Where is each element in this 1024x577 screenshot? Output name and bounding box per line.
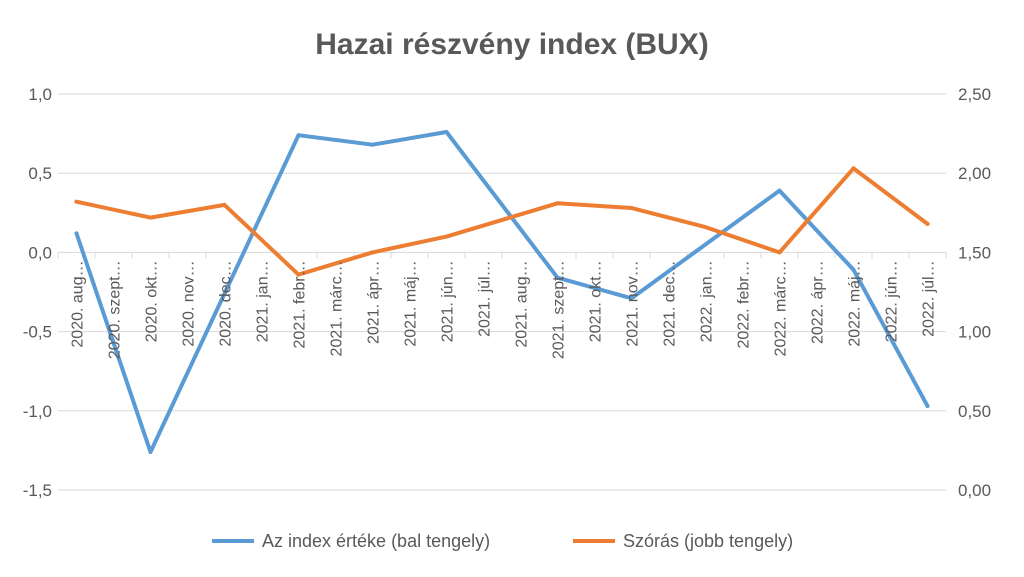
category-label: 2021. aug… <box>514 260 531 347</box>
legend-item-index: Az index értéke (bal tengely) <box>212 531 490 551</box>
data-point-szoras <box>370 250 375 255</box>
legend-item-szoras: Szórás (jobb tengely) <box>573 531 793 551</box>
left-tick-label: -1,0 <box>23 402 52 421</box>
category-label: 2020. dec… <box>218 260 235 346</box>
data-point-index <box>370 142 375 147</box>
category-label: 2022. jan… <box>699 260 716 342</box>
left-tick-label: 0,0 <box>28 243 52 262</box>
category-label: 2022. ápr… <box>810 260 827 344</box>
right-tick-label: 2,00 <box>958 164 991 183</box>
data-point-index <box>444 130 449 134</box>
data-point-szoras <box>555 201 560 206</box>
category-label: 2022. máj… <box>847 260 864 346</box>
category-label: 2021. jún… <box>440 260 457 342</box>
category-label: 2021. márc… <box>329 260 346 356</box>
right-tick-label: 0,50 <box>958 402 991 421</box>
left-tick-label: 1,0 <box>28 85 52 104</box>
category-label: 2022. júl… <box>921 260 938 337</box>
category-label: 2021. máj… <box>403 260 420 346</box>
right-tick-label: 2,50 <box>958 85 991 104</box>
right-tick-label: 0,00 <box>958 481 991 500</box>
category-label: 2021. febr… <box>292 260 309 348</box>
legend-label-index: Az index értéke (bal tengely) <box>262 531 490 551</box>
category-label: 2020. okt… <box>144 260 161 342</box>
data-point-index <box>777 188 782 193</box>
category-labels: 2020. aug… 2020. szept… 2020. okt… 2020. no… <box>70 260 938 359</box>
category-label: 2020. nov… <box>181 260 198 346</box>
data-point-szoras <box>703 225 708 230</box>
data-point-index <box>555 275 560 280</box>
right-axis-ticks: 2,50 2,00 1,50 1,00 0,50 0,00 <box>958 85 991 500</box>
data-point-szoras <box>777 250 782 255</box>
data-point-szoras <box>851 166 856 171</box>
category-label: 2021. szept… <box>551 260 568 359</box>
category-label: 2022. jún… <box>884 260 901 342</box>
left-tick-label: -0,5 <box>23 323 52 342</box>
category-label: 2021. nov… <box>625 260 642 346</box>
data-point-szoras <box>444 234 449 239</box>
category-label: 2021. ápr… <box>366 260 383 344</box>
left-tick-label: -1,5 <box>23 481 52 500</box>
data-point-szoras <box>74 199 79 204</box>
data-point-szoras <box>148 215 153 220</box>
series-line-index <box>74 130 930 454</box>
legend-label-szoras: Szórás (jobb tengely) <box>623 531 793 551</box>
category-label: 2021. júl… <box>477 260 494 337</box>
series-lines <box>74 130 930 454</box>
category-label: 2021. jan… <box>255 260 272 342</box>
category-label: 2020. szept… <box>107 260 124 359</box>
data-point-szoras <box>222 202 227 207</box>
data-point-index <box>925 404 930 408</box>
left-tick-label: 0,5 <box>28 164 52 183</box>
category-label: 2022. febr… <box>736 260 753 348</box>
data-point-index <box>148 450 153 454</box>
data-point-szoras <box>296 272 301 277</box>
legend: Az index értéke (bal tengely) Szórás (jo… <box>212 531 793 551</box>
right-tick-label: 1,50 <box>958 243 991 262</box>
left-axis-ticks: 1,0 0,5 0,0 -0,5 -1,0 -1,5 <box>23 85 52 500</box>
chart-title: Hazai részvény index (BUX) <box>315 28 708 61</box>
data-point-szoras <box>629 206 634 210</box>
data-point-szoras <box>925 221 930 226</box>
category-label: 2020. aug… <box>70 260 87 347</box>
data-point-index <box>851 267 856 272</box>
data-point-index <box>74 231 79 236</box>
category-label: 2022. márc… <box>773 260 790 356</box>
category-label: 2021. okt… <box>588 260 605 342</box>
data-point-index <box>296 133 301 138</box>
data-point-index <box>629 296 634 301</box>
category-label: 2021. dec… <box>662 260 679 346</box>
series-line-szoras <box>74 166 930 277</box>
right-tick-label: 1,00 <box>958 323 991 342</box>
